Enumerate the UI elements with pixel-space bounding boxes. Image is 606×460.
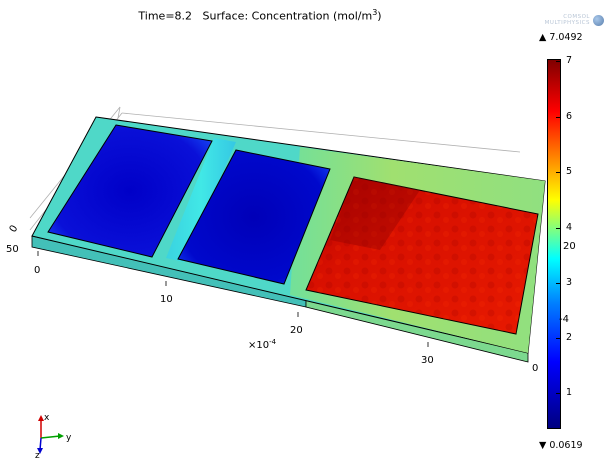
globe-icon [593,15,604,26]
colorbar-mark [556,393,561,394]
colorbar-tick-1: 1 [566,387,573,398]
close-paren: ) [377,9,382,23]
region-right-dark-corner [330,177,420,250]
axis-scale-text: ×10 [248,340,269,351]
surface-text: Surface: Concentration (mol/m [202,9,373,23]
time-text: Time=8.2 [138,9,193,23]
colorbar-min-label: ▼ 0.0619 [539,440,583,451]
colorbar-tick-5: 5 [566,166,573,177]
unit-exponent: 3 [372,8,378,17]
region-right-texture [306,177,538,334]
region-middle [177,149,331,285]
axis-scale-exponent-right: -4 [559,314,569,325]
colorbar-tick-7: 7 [566,55,573,66]
colorbar-mark [556,338,561,339]
triad-x-label: x [44,413,50,423]
x-tick-10: 10 [160,294,173,305]
axis-scale-label: ×10-4 [248,338,277,351]
y-tick-20: 20 [563,241,576,252]
colorbar [547,59,561,429]
colorbar-mark [556,228,561,229]
colorbar-tick-2: 2 [566,332,573,343]
comsol-logo: COMSOL MULTIPHYSICS [544,14,604,28]
x-tick-30: 30 [421,355,434,366]
colorbar-tick-4: 4 [566,222,573,233]
logo-line1: COMSOL [563,14,590,20]
plot-title: Time=8.2 Surface: Concentration (mol/m3) [0,8,520,23]
gap-channel [166,138,236,262]
edge-tick-0: 0 [532,363,538,374]
triad-y-label: y [66,433,72,443]
colorbar-mark [556,117,561,118]
region-left [47,124,213,258]
colorbar-mark [556,61,561,62]
z-tick-50: 50 [6,244,19,255]
axis-scale-exponent: -4 [269,338,277,346]
axis-triad: x y z [35,413,72,458]
colorbar-mark [556,172,561,173]
colorbar-tick-3: 3 [566,277,573,288]
z-tick-0: 0 [8,223,21,234]
colorbar-tick-6: 6 [566,111,573,122]
colorbar-max-label: ▲ 7.0492 [539,32,583,43]
triad-z-label: z [35,451,40,458]
logo-line2: MULTIPHYSICS [544,20,590,26]
colorbar-mark [556,283,561,284]
x-axis [37,251,429,347]
x-tick-0: 0 [34,265,40,276]
x-tick-20: 20 [290,325,303,336]
